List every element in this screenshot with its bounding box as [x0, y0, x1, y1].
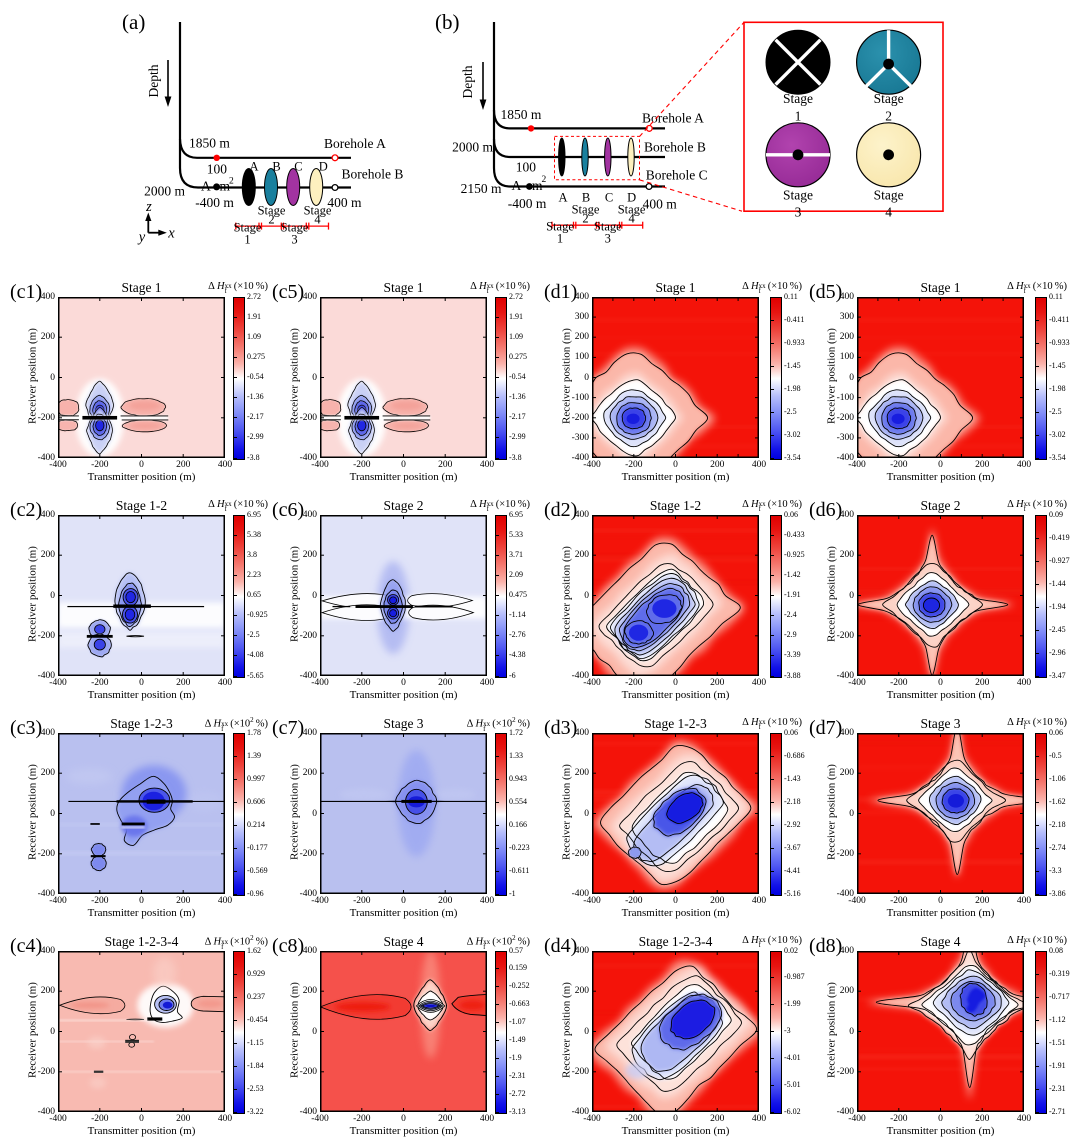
svg-text:D: D — [319, 160, 328, 174]
svg-text:3: 3 — [605, 232, 611, 246]
svg-text:z: z — [145, 199, 152, 215]
svg-text:4: 4 — [885, 205, 892, 220]
svg-text:Borehole C: Borehole C — [646, 168, 708, 183]
svg-text:Stage: Stage — [874, 188, 904, 203]
svg-text:C: C — [605, 191, 613, 205]
svg-text:Stage: Stage — [874, 91, 904, 106]
svg-text:-400 m: -400 m — [195, 195, 234, 210]
svg-text:2: 2 — [582, 212, 588, 226]
svg-text:1: 1 — [557, 232, 563, 246]
svg-text:Borehole A: Borehole A — [642, 111, 704, 126]
svg-text:4: 4 — [314, 213, 321, 227]
svg-text:Stage: Stage — [783, 188, 813, 203]
svg-text:2: 2 — [542, 175, 547, 185]
svg-text:Borehole B: Borehole B — [644, 139, 706, 154]
svg-text:(b): (b) — [435, 10, 460, 34]
svg-text:A: A — [558, 191, 567, 205]
svg-text:Stage: Stage — [783, 91, 813, 106]
svg-text:Stage: Stage — [234, 221, 262, 235]
svg-text:Stage: Stage — [281, 221, 309, 235]
svg-text:D: D — [627, 191, 636, 205]
svg-text:Depth: Depth — [460, 65, 475, 98]
svg-text:100: 100 — [516, 160, 537, 175]
svg-text:A: A — [512, 178, 522, 193]
svg-text:1: 1 — [795, 109, 802, 124]
svg-text:Stage: Stage — [618, 203, 646, 217]
svg-text:m: m — [220, 179, 231, 194]
svg-text:(a): (a) — [122, 10, 145, 34]
svg-text:3: 3 — [795, 205, 802, 220]
svg-text:4: 4 — [628, 212, 635, 226]
svg-text:x: x — [167, 226, 175, 242]
svg-text:Stage: Stage — [594, 220, 622, 234]
svg-text:2000 m: 2000 m — [144, 184, 185, 199]
svg-text:2150 m: 2150 m — [461, 181, 502, 196]
svg-text:Stage: Stage — [546, 220, 574, 234]
svg-text:Borehole B: Borehole B — [342, 167, 404, 182]
svg-text:Stage: Stage — [258, 204, 286, 218]
svg-text:m: m — [532, 178, 543, 193]
svg-text:400 m: 400 m — [643, 197, 678, 212]
svg-text:y: y — [137, 230, 146, 246]
svg-text:Borehole A: Borehole A — [324, 136, 386, 151]
svg-text:Depth: Depth — [146, 64, 161, 97]
svg-text:2: 2 — [229, 177, 234, 187]
svg-text:C: C — [294, 160, 302, 174]
svg-text:B: B — [272, 160, 280, 174]
svg-text:A: A — [249, 160, 258, 174]
svg-text:1850 m: 1850 m — [501, 107, 542, 122]
svg-text:-400 m: -400 m — [508, 196, 547, 211]
svg-text:100: 100 — [207, 161, 228, 176]
svg-text:400 m: 400 m — [327, 195, 362, 210]
svg-text:2000 m: 2000 m — [452, 140, 493, 155]
svg-text:A: A — [201, 179, 211, 194]
svg-text:2: 2 — [885, 109, 892, 124]
svg-text:Stage: Stage — [304, 204, 332, 218]
svg-text:Stage: Stage — [572, 203, 600, 217]
svg-text:1850 m: 1850 m — [189, 136, 230, 151]
svg-text:3: 3 — [291, 233, 297, 247]
svg-text:1: 1 — [244, 233, 250, 247]
svg-text:B: B — [582, 191, 590, 205]
svg-text:2: 2 — [268, 213, 274, 227]
